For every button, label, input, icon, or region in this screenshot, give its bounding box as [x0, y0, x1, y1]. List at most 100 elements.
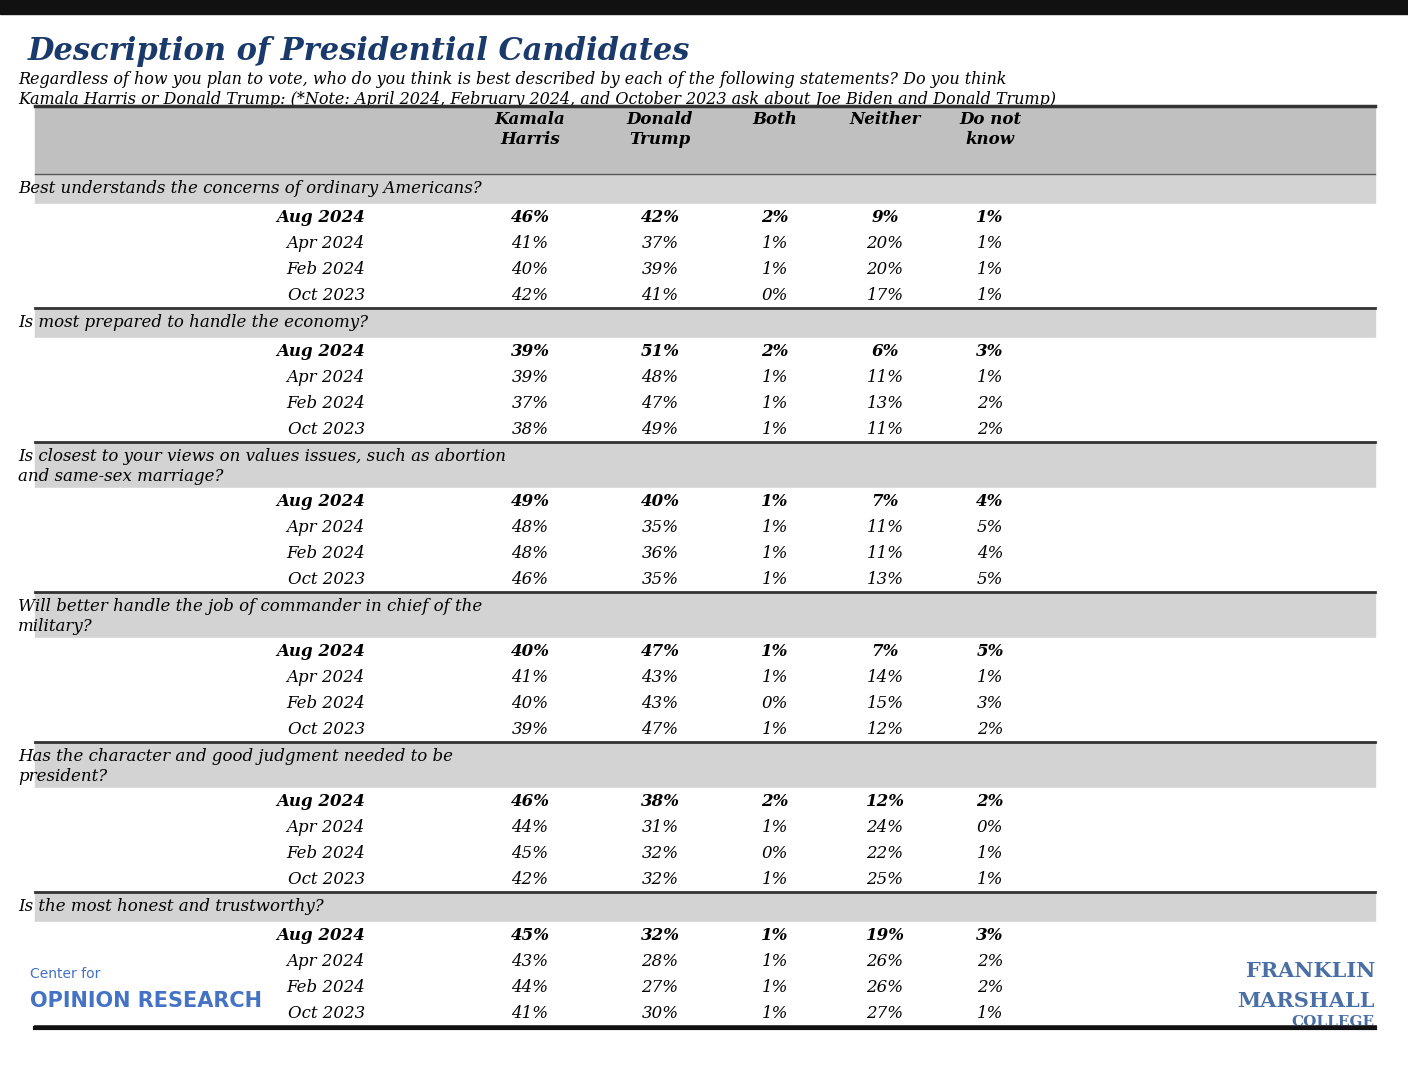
Text: 41%: 41%: [642, 287, 679, 304]
Text: 3%: 3%: [977, 695, 1002, 711]
Bar: [35, 282, 1376, 308]
Text: Oct 2023: Oct 2023: [287, 871, 365, 888]
Bar: [35, 416, 1376, 442]
Text: 1%: 1%: [977, 287, 1002, 304]
Text: 44%: 44%: [511, 819, 549, 836]
Text: 1%: 1%: [762, 871, 788, 888]
Text: 27%: 27%: [866, 1004, 904, 1021]
Text: 1%: 1%: [762, 260, 788, 277]
Text: 47%: 47%: [642, 394, 679, 411]
Text: 20%: 20%: [866, 235, 904, 252]
Bar: [35, 442, 1376, 488]
Text: 32%: 32%: [642, 871, 679, 888]
Text: Oct 2023: Oct 2023: [287, 420, 365, 437]
Text: 42%: 42%: [511, 871, 549, 888]
Text: 11%: 11%: [866, 369, 904, 386]
Text: 2%: 2%: [977, 721, 1002, 738]
Text: 28%: 28%: [642, 953, 679, 969]
Text: 51%: 51%: [641, 342, 680, 359]
Text: 11%: 11%: [866, 518, 904, 535]
Bar: [35, 814, 1376, 840]
Text: 3%: 3%: [976, 342, 1004, 359]
Text: 2%: 2%: [762, 209, 788, 226]
Text: 4%: 4%: [977, 545, 1002, 562]
Text: 22%: 22%: [866, 844, 904, 861]
Bar: [35, 716, 1376, 742]
Text: Aug 2024: Aug 2024: [276, 209, 365, 226]
Text: 1%: 1%: [762, 721, 788, 738]
Text: 6%: 6%: [872, 342, 898, 359]
Text: 1%: 1%: [977, 369, 1002, 386]
Text: Has the character and good judgment needed to be
president?: Has the character and good judgment need…: [18, 748, 453, 785]
Bar: [35, 338, 1376, 364]
Text: 40%: 40%: [511, 695, 549, 711]
Bar: [0, 0, 1408, 14]
Text: 0%: 0%: [762, 287, 788, 304]
Bar: [35, 566, 1376, 592]
Text: 41%: 41%: [511, 668, 549, 685]
Text: 45%: 45%: [511, 844, 549, 861]
Text: Apr 2024: Apr 2024: [287, 369, 365, 386]
Bar: [35, 106, 1376, 174]
Text: Kamala
Harris: Kamala Harris: [494, 111, 566, 147]
Text: 1%: 1%: [977, 235, 1002, 252]
Text: 1%: 1%: [762, 235, 788, 252]
Bar: [35, 866, 1376, 892]
Text: 47%: 47%: [641, 643, 680, 660]
Text: 1%: 1%: [977, 871, 1002, 888]
Text: Apr 2024: Apr 2024: [287, 235, 365, 252]
Text: 12%: 12%: [866, 792, 904, 809]
Text: 43%: 43%: [511, 953, 549, 969]
Text: 1%: 1%: [762, 1004, 788, 1021]
Text: Donald
Trump: Donald Trump: [627, 111, 693, 147]
Text: 31%: 31%: [642, 819, 679, 836]
Bar: [35, 1000, 1376, 1025]
Text: COLLEGE: COLLEGE: [1293, 1015, 1376, 1029]
Text: 1%: 1%: [977, 844, 1002, 861]
Text: 1%: 1%: [762, 819, 788, 836]
Bar: [35, 840, 1376, 866]
Text: Oct 2023: Oct 2023: [287, 287, 365, 304]
Text: 1%: 1%: [762, 979, 788, 996]
Text: 35%: 35%: [642, 570, 679, 587]
Text: 14%: 14%: [866, 668, 904, 685]
Text: 2%: 2%: [976, 792, 1004, 809]
Text: Apr 2024: Apr 2024: [287, 518, 365, 535]
Text: Feb 2024: Feb 2024: [286, 844, 365, 861]
Text: Do not
know: Do not know: [959, 111, 1021, 147]
Text: 9%: 9%: [872, 209, 898, 226]
Text: Feb 2024: Feb 2024: [286, 394, 365, 411]
Text: 38%: 38%: [511, 420, 549, 437]
Text: 38%: 38%: [641, 792, 680, 809]
Text: 32%: 32%: [641, 926, 680, 943]
Text: 2%: 2%: [977, 953, 1002, 969]
Text: Apr 2024: Apr 2024: [287, 819, 365, 836]
Text: 7%: 7%: [872, 643, 898, 660]
Text: 13%: 13%: [866, 394, 904, 411]
Text: Neither: Neither: [849, 111, 921, 128]
Text: 43%: 43%: [642, 668, 679, 685]
Text: 1%: 1%: [977, 1004, 1002, 1021]
Text: Aug 2024: Aug 2024: [276, 926, 365, 943]
Text: 1%: 1%: [977, 260, 1002, 277]
Text: Aug 2024: Aug 2024: [276, 342, 365, 359]
Bar: [35, 892, 1376, 922]
Text: 48%: 48%: [511, 518, 549, 535]
Text: 19%: 19%: [866, 926, 904, 943]
Text: 13%: 13%: [866, 570, 904, 587]
Text: 37%: 37%: [511, 394, 549, 411]
Text: 2%: 2%: [977, 394, 1002, 411]
Text: 1%: 1%: [762, 953, 788, 969]
Text: 1%: 1%: [762, 492, 788, 510]
Text: Both: Both: [752, 111, 797, 128]
Text: 26%: 26%: [866, 953, 904, 969]
Text: Is closest to your views on values issues, such as abortion
and same-sex marriag: Is closest to your views on values issue…: [18, 448, 505, 485]
Bar: [35, 637, 1376, 664]
Bar: [35, 690, 1376, 716]
Text: 24%: 24%: [866, 819, 904, 836]
Bar: [35, 364, 1376, 390]
Text: Apr 2024: Apr 2024: [287, 668, 365, 685]
Text: 49%: 49%: [642, 420, 679, 437]
Text: 42%: 42%: [511, 287, 549, 304]
Text: Oct 2023: Oct 2023: [287, 721, 365, 738]
